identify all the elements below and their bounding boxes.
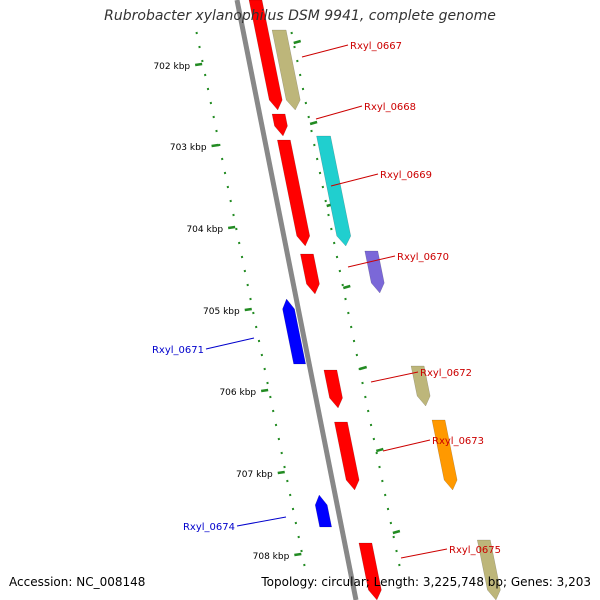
gene-feature — [410, 365, 431, 407]
major-tick — [309, 120, 318, 126]
major-tick — [294, 552, 302, 557]
major-tick — [260, 388, 269, 393]
major-tick — [194, 62, 203, 67]
gene-label: Rxyl_0669 — [380, 170, 432, 181]
gene-callout-line — [315, 105, 363, 120]
gene-callout-line — [382, 439, 431, 452]
gene-feature — [431, 419, 458, 491]
major-tick — [211, 143, 219, 148]
gene-label: Rxyl_0675 — [449, 545, 501, 556]
cds-feature — [248, 0, 283, 111]
major-tick — [375, 447, 384, 453]
gene-callout-line — [301, 44, 349, 58]
kbp-tick-label: 706 kbp — [219, 388, 256, 398]
major-tick — [227, 225, 236, 230]
gene-callout-line — [347, 255, 396, 268]
accession-label: Accession: NC_008148 — [9, 575, 146, 589]
gene-label: Rxyl_0667 — [350, 41, 402, 52]
gene-label: Rxyl_0673 — [432, 436, 484, 447]
gene-callout-line — [236, 516, 287, 527]
right-tick-line — [290, 31, 401, 567]
gene-feature — [364, 250, 385, 294]
gene-feature — [316, 135, 352, 247]
gene-label: Rxyl_0668 — [364, 102, 416, 113]
gene-callout-line — [400, 548, 448, 559]
major-tick — [293, 39, 302, 45]
major-tick — [244, 307, 252, 312]
gene-label: Rxyl_0674 — [183, 522, 235, 533]
cds-feature — [271, 113, 288, 137]
left-tick-line — [195, 31, 306, 567]
gene-feature — [271, 29, 301, 111]
gene-label: Rxyl_0672 — [420, 368, 472, 379]
gene-feature — [314, 494, 332, 528]
kbp-tick-label: 708 kbp — [253, 552, 290, 562]
major-tick — [342, 284, 351, 290]
cds-feature — [277, 139, 311, 247]
genome-title: Rubrobacter xylanophilus DSM 9941, compl… — [104, 8, 496, 24]
topology-label: Topology: circular; Length: 3,225,748 bp… — [261, 575, 591, 589]
gene-callout-line — [330, 173, 379, 187]
major-tick — [277, 470, 285, 475]
kbp-tick-label: 705 kbp — [203, 307, 240, 317]
cds-feature — [334, 421, 360, 491]
kbp-tick-label: 707 kbp — [236, 470, 273, 480]
cds-feature — [358, 542, 382, 600]
cds-feature — [300, 253, 320, 295]
gene-callout-line — [370, 371, 419, 383]
gene-callout-line — [205, 337, 255, 350]
gene-label: Rxyl_0671 — [152, 345, 204, 356]
genome-backbone — [234, 0, 359, 600]
kbp-tick-label: 702 kbp — [153, 62, 190, 72]
major-tick — [392, 529, 401, 535]
major-tick — [359, 365, 368, 371]
gene-label: Rxyl_0670 — [397, 252, 449, 263]
gene-feature — [476, 539, 501, 600]
kbp-tick-label: 703 kbp — [170, 143, 207, 153]
gene-feature — [282, 298, 306, 365]
kbp-tick-label: 704 kbp — [186, 225, 223, 235]
cds-feature — [323, 369, 343, 409]
